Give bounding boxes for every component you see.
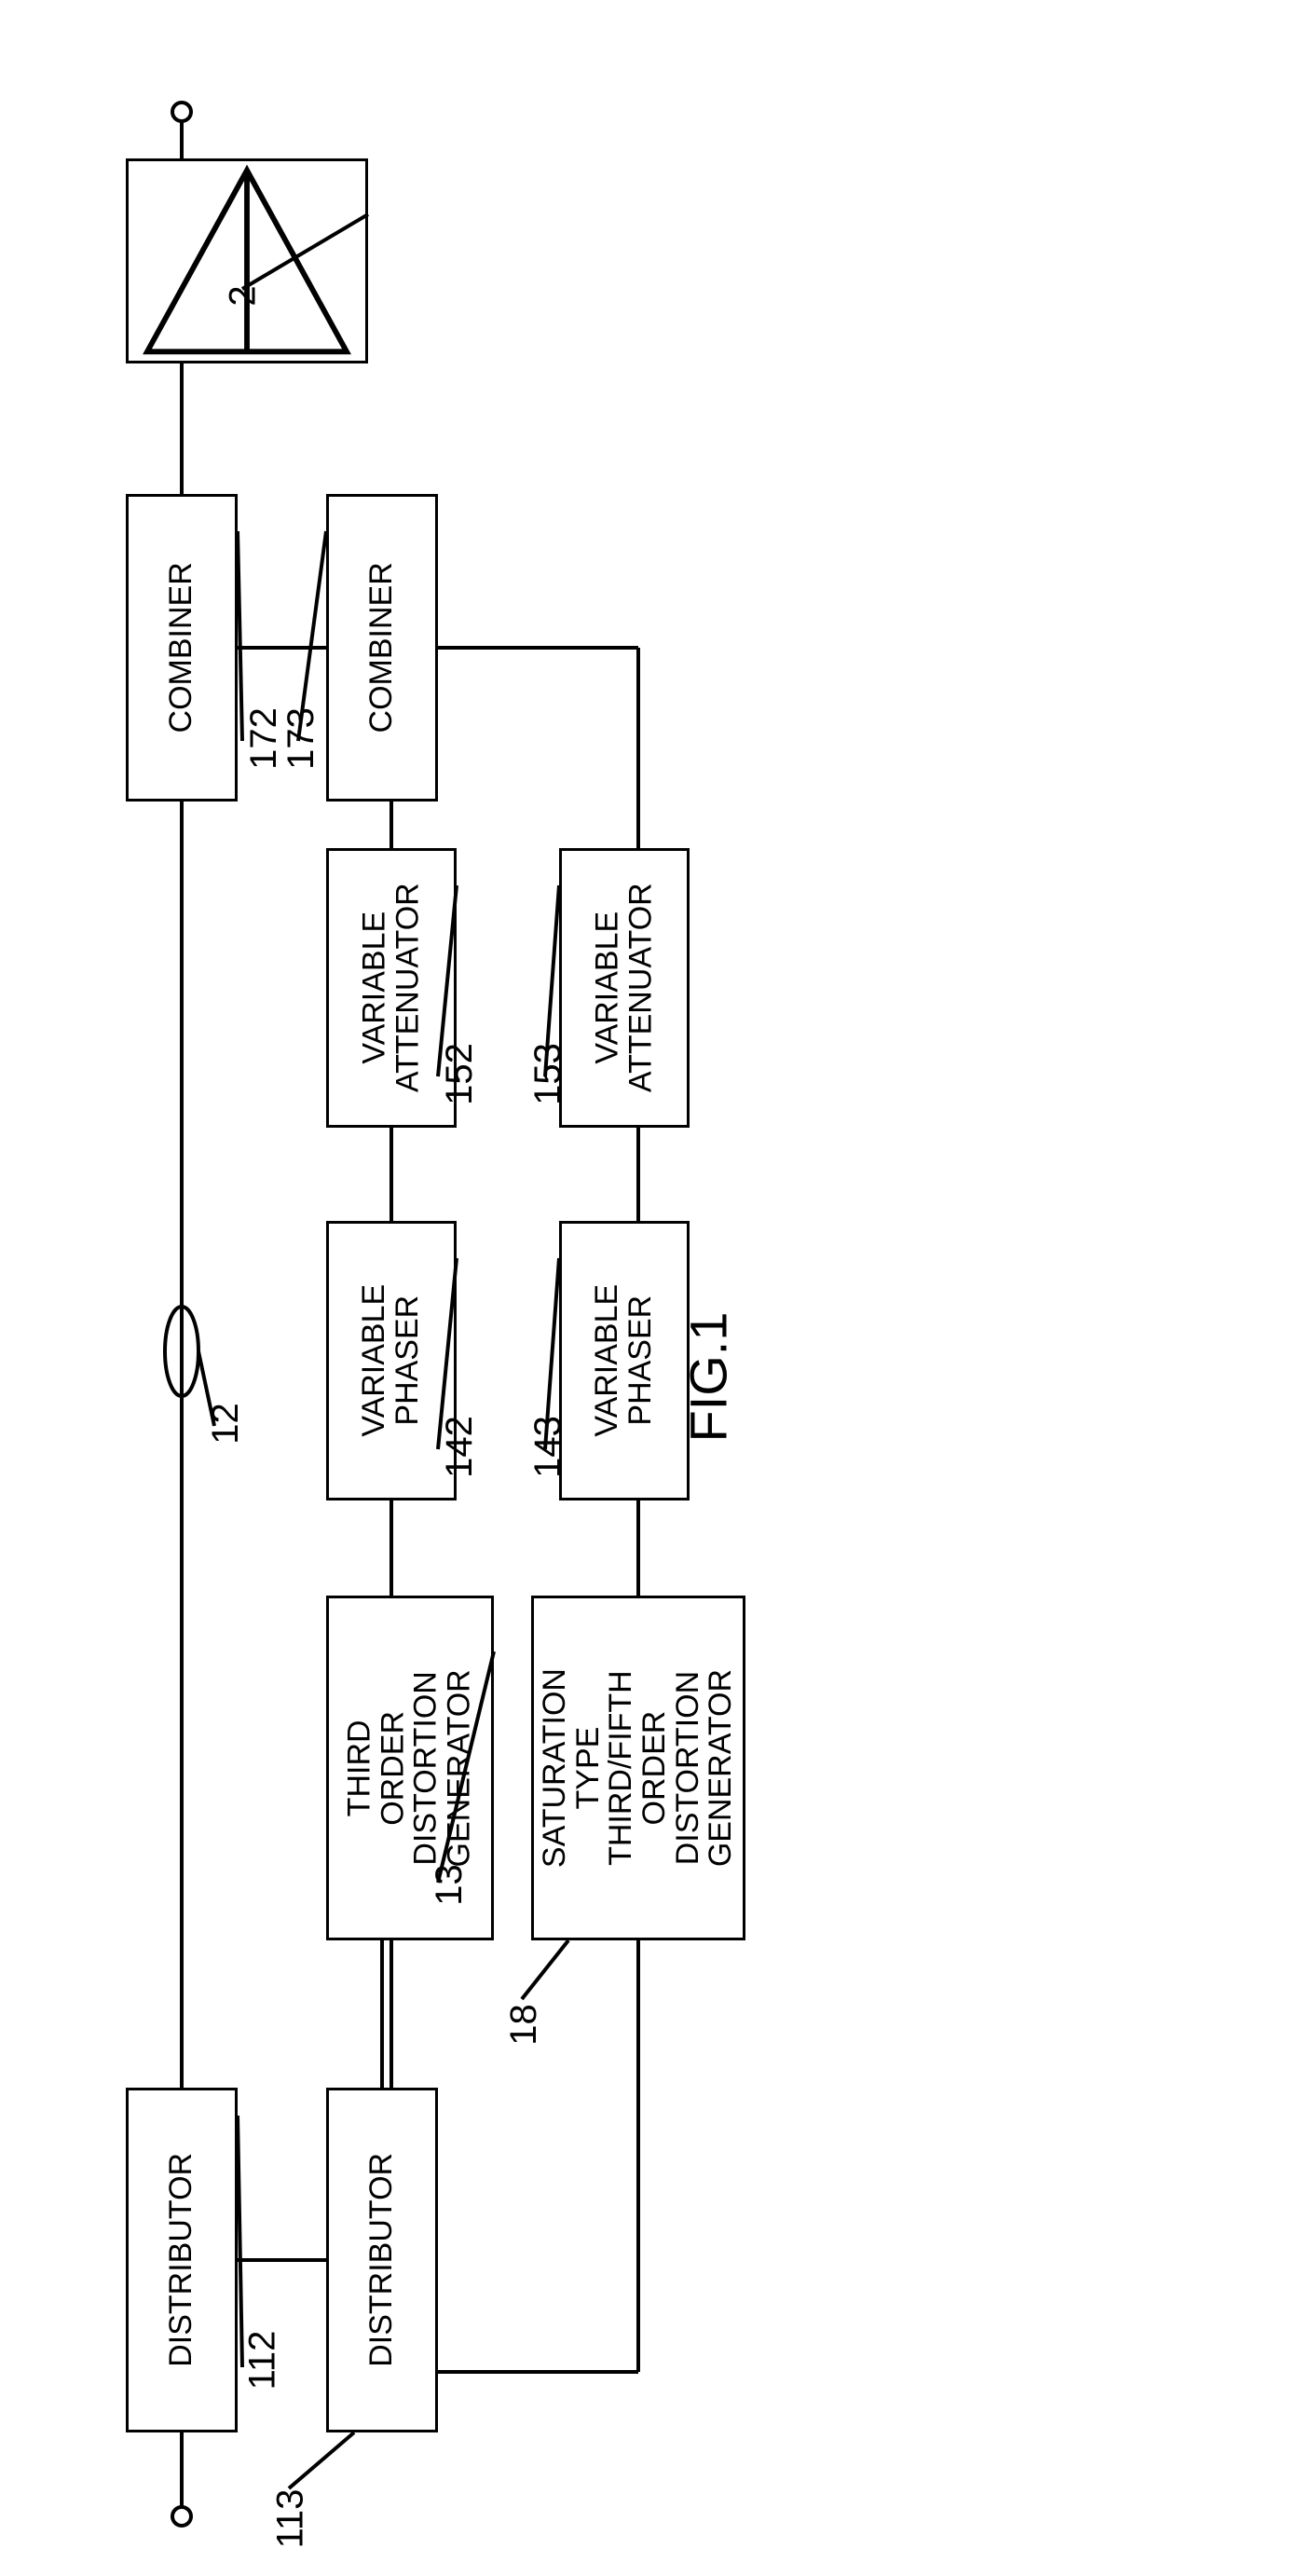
distributor-113-label: 113: [269, 2489, 311, 2549]
saturation-generator-text: SATURATIONTYPE THIRD/FIFTHORDER DISTORTI…: [539, 1664, 738, 1872]
variable-phaser-142: VARIABLEPHASER: [326, 1221, 457, 1500]
variable-attenuator-153: VARIABLEATTENUATOR: [559, 848, 690, 1128]
variable-attenuator-152-label: 152: [439, 1043, 481, 1105]
variable-phaser-142-text: VARIABLEPHASER: [358, 1284, 424, 1437]
distributor-112-label: 112: [241, 2331, 283, 2391]
combiner-173: COMBINER: [326, 494, 438, 802]
antenna-icon: [129, 161, 365, 361]
third-order-generator-text: THIRD ORDERDISTORTIONGENERATOR: [344, 1669, 477, 1867]
variable-attenuator-153-text: VARIABLEATTENUATOR: [591, 884, 657, 1093]
antenna-label: 2: [223, 285, 265, 306]
combiner-173-text: COMBINER: [365, 562, 399, 733]
variable-attenuator-153-label: 153: [527, 1043, 569, 1105]
variable-phaser-143-text: VARIABLEPHASER: [591, 1284, 657, 1437]
distributor-113-text: DISTRIBUTOR: [365, 2153, 399, 2367]
combiner-172: COMBINER: [126, 494, 238, 802]
distributor-112: DISTRIBUTOR: [126, 2088, 238, 2432]
combiner-173-label: 173: [280, 707, 322, 770]
distributor-112-text: DISTRIBUTOR: [165, 2153, 198, 2367]
saturation-generator-label: 18: [503, 2004, 545, 2046]
antenna-block: [126, 158, 368, 363]
variable-phaser-142-label: 142: [439, 1416, 481, 1478]
third-order-generator-label: 13: [429, 1864, 471, 1906]
variable-phaser-143-label: 143: [527, 1416, 569, 1478]
variable-attenuator-152-text: VARIABLEATTENUATOR: [358, 884, 424, 1093]
combiner-172-text: COMBINER: [165, 562, 198, 733]
distributor-113: DISTRIBUTOR: [326, 2088, 438, 2432]
label-12: 12: [205, 1403, 247, 1445]
saturation-generator: SATURATIONTYPE THIRD/FIFTHORDER DISTORTI…: [531, 1596, 745, 1940]
combiner-172-label: 172: [243, 707, 285, 770]
variable-attenuator-152: VARIABLEATTENUATOR: [326, 848, 457, 1128]
variable-phaser-143: VARIABLEPHASER: [559, 1221, 690, 1500]
